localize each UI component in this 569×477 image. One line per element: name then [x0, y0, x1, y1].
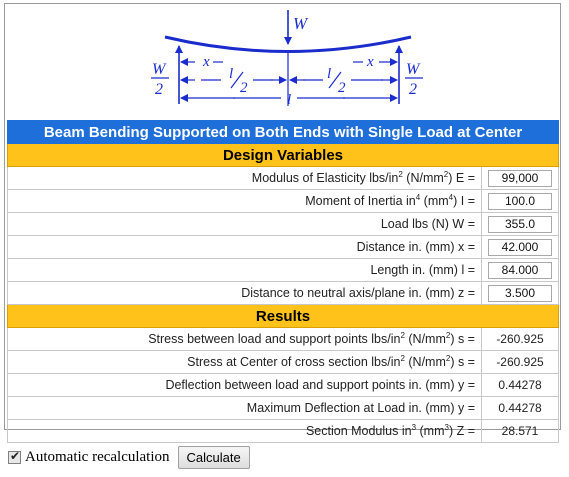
load-label-text: Load lbs (N) W = [380, 217, 475, 231]
calculate-button[interactable]: Calculate [177, 445, 250, 469]
modulus-row: Modulus of Elasticity lbs/in2 (N/mm2) E … [7, 166, 560, 190]
left-half-length-num: l [229, 66, 233, 82]
beam-diagram: W W 2 W 2 x x l 2 [5, 4, 560, 120]
right-x-label: x [366, 54, 374, 70]
left-half-load-num: W [152, 61, 167, 78]
stress-center-value: -260.925 [480, 350, 560, 374]
auto-recalc-checkbox[interactable]: ✔ [8, 448, 21, 464]
right-half-load-den: 2 [409, 81, 417, 98]
calculator-frame: W W 2 W 2 x x l 2 [4, 3, 561, 443]
results-header: Results [6, 304, 560, 328]
inertia-input[interactable] [488, 192, 552, 210]
deflection-between-label-text: Deflection between load and support poin… [165, 378, 475, 392]
distance-row: Distance in. (mm) x = [7, 235, 560, 259]
modulus-input[interactable] [488, 169, 552, 187]
neutral-axis-label-text: Distance to neutral axis/plane in. (mm) … [241, 286, 475, 300]
design-variables-header-row: Design Variables [6, 143, 560, 167]
max-deflection-value: 0.44278 [480, 396, 560, 420]
checkmark-icon: ✔ [10, 448, 21, 463]
length-label: l [287, 92, 291, 108]
max-deflection-label-text: Maximum Deflection at Load in. (mm) y = [246, 401, 475, 415]
stress-between-label-text: Stress between load and support points l… [148, 332, 401, 346]
length-input[interactable] [488, 261, 552, 279]
left-half-load-den: 2 [155, 81, 163, 98]
neutral-axis-row: Distance to neutral axis/plane in. (mm) … [7, 281, 560, 305]
length-label: Length in. (mm) l = [7, 258, 482, 282]
load-row: Load lbs (N) W = [7, 212, 560, 236]
section-modulus-label: Section Modulus in3 (mm3) Z = [7, 419, 482, 443]
stress-center-label: Stress at Center of cross section lbs/in… [7, 350, 482, 374]
right-half-length-num: l [327, 66, 331, 82]
results-header-row: Results [6, 304, 560, 328]
length-label-text: Length in. (mm) l = [370, 263, 475, 277]
stress-between-label: Stress between load and support points l… [7, 327, 482, 351]
load-input[interactable] [488, 215, 552, 233]
load-label: W [293, 14, 309, 33]
neutral-axis-input[interactable] [488, 284, 552, 302]
left-x-label: x [202, 54, 210, 70]
inertia-label-text: Moment of Inertia in [305, 194, 416, 208]
calculator-title: Beam Bending Supported on Both Ends with… [6, 120, 560, 144]
design-variables-header: Design Variables [6, 143, 560, 167]
distance-input[interactable] [488, 238, 552, 256]
section-modulus-label-text: Section Modulus in [305, 424, 412, 438]
stress-center-row: Stress at Center of cross section lbs/in… [7, 350, 560, 374]
section-modulus-row: Section Modulus in3 (mm3) Z = 28.571 [7, 419, 560, 443]
section-modulus-value: 28.571 [480, 419, 560, 443]
stress-center-label-text: Stress at Center of cross section lbs/in [187, 355, 401, 369]
right-half-load-num: W [406, 61, 421, 78]
beam-diagram-svg: W W 2 W 2 x x l 2 [151, 10, 423, 108]
title-row: Beam Bending Supported on Both Ends with… [6, 120, 560, 144]
right-half-length-den: 2 [338, 80, 346, 96]
max-deflection-label: Maximum Deflection at Load in. (mm) y = [7, 396, 482, 420]
auto-recalc-label: Automatic recalculation [25, 448, 170, 465]
max-deflection-row: Maximum Deflection at Load in. (mm) y = … [7, 396, 560, 420]
deflection-between-value: 0.44278 [480, 373, 560, 397]
deflection-between-row: Deflection between load and support poin… [7, 373, 560, 397]
deflection-between-label: Deflection between load and support poin… [7, 373, 482, 397]
stress-between-row: Stress between load and support points l… [7, 327, 560, 351]
load-label: Load lbs (N) W = [7, 212, 482, 236]
modulus-label-text: Modulus of Elasticity lbs/in [251, 171, 399, 185]
modulus-label: Modulus of Elasticity lbs/in2 (N/mm2) E … [7, 166, 482, 190]
inertia-row: Moment of Inertia in4 (mm4) I = [7, 189, 560, 213]
controls-bar: ✔ Automatic recalculation Calculate [8, 445, 250, 469]
neutral-axis-label: Distance to neutral axis/plane in. (mm) … [7, 281, 482, 305]
stress-between-value: -260.925 [480, 327, 560, 351]
distance-label-text: Distance in. (mm) x = [356, 240, 475, 254]
distance-label: Distance in. (mm) x = [7, 235, 482, 259]
left-half-length-den: 2 [240, 80, 248, 96]
length-row: Length in. (mm) l = [7, 258, 560, 282]
inertia-label: Moment of Inertia in4 (mm4) I = [7, 189, 482, 213]
calculator-table: Beam Bending Supported on Both Ends with… [6, 120, 560, 443]
